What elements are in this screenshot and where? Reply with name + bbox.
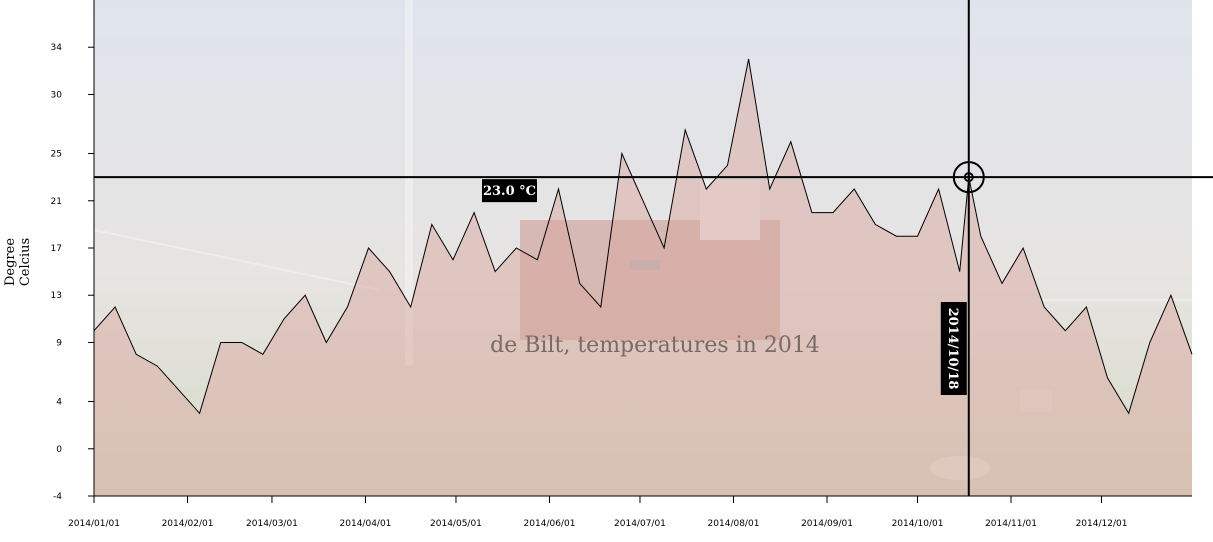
x-tick-label: 2014/10/01 xyxy=(892,519,944,529)
temperature-area xyxy=(94,59,1192,496)
date-label-box xyxy=(940,302,967,395)
y-axis-label-line2: Celcius xyxy=(18,238,33,286)
y-tick-label: 34 xyxy=(51,43,63,53)
x-tick-label: 2014/04/01 xyxy=(340,519,392,529)
x-tick-label: 2014/12/01 xyxy=(1076,519,1128,529)
chart-title: de Bilt, temperatures in 2014 xyxy=(490,333,820,358)
y-tick-label: 21 xyxy=(51,197,62,207)
y-tick-label: 9 xyxy=(56,338,62,348)
crosshair-point xyxy=(963,172,974,183)
y-axis: -4 0 4 9 13 17 21 25 30 34 xyxy=(51,0,95,502)
x-tick-label: 2014/05/01 xyxy=(430,519,482,529)
y-tick-label: 0 xyxy=(56,445,62,455)
date-label: 2014/10/18 xyxy=(945,308,960,390)
y-tick-label: 13 xyxy=(51,291,62,301)
y-tick-label: 17 xyxy=(51,244,62,254)
x-axis: 2014/01/01 2014/02/01 2014/03/01 2014/04/01… xyxy=(68,495,1192,529)
y-tick-label: -4 xyxy=(53,492,62,502)
x-tick-label: 2014/06/01 xyxy=(524,519,576,529)
temperature-line xyxy=(93,58,1193,415)
x-tick-label: 2014/11/01 xyxy=(985,519,1037,529)
crosshair-ring xyxy=(952,161,985,194)
x-tick-label: 2014/01/01 xyxy=(68,519,120,529)
x-tick-label: 2014/08/01 xyxy=(708,519,760,529)
value-label: 23.0 °C xyxy=(483,184,536,199)
crosshair[interactable]: 23.0 °C 2014/10/18 xyxy=(94,0,1213,496)
y-tick-label: 4 xyxy=(56,398,62,408)
y-axis-label-line1: Degree xyxy=(3,238,18,286)
x-tick-label: 2014/09/01 xyxy=(801,519,853,529)
x-tick-label: 2014/03/01 xyxy=(246,519,298,529)
x-tick-label: 2014/02/01 xyxy=(162,519,214,529)
x-tick-label: 2014/07/01 xyxy=(614,519,666,529)
y-tick-label: 25 xyxy=(51,150,62,160)
y-tick-label: 30 xyxy=(51,90,63,100)
value-label-box xyxy=(482,179,537,203)
